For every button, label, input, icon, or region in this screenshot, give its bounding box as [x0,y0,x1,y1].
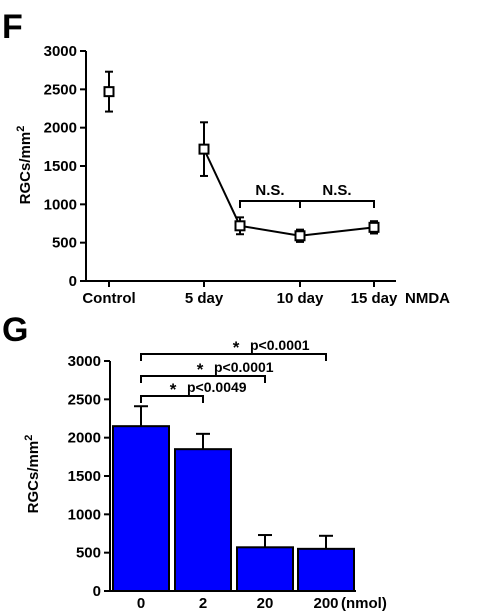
data-point-f [103,86,115,98]
x-axis-suffix-g: (nmol) [341,595,387,612]
x-tick-label-g: 20 [257,595,274,612]
y-tick-label-f: 0 [69,273,77,290]
comparison-label-g: p<0.0049 [187,379,247,395]
comparison-star-g: * [197,360,204,379]
x-tick-label-f: Control [82,290,135,307]
panel-f: F RGCs/mm2 0 500 1000 1500 2000 2500 3000 Cont… [2,8,450,307]
y-tick-label-g: 0 [93,583,101,600]
significance-bracket-f [239,200,301,208]
x-tick-label-f: 15 day [351,290,398,307]
panel-letter-g: G [2,311,28,349]
x-tick-label-f: 5 day [185,290,224,307]
data-line-f [203,148,375,237]
bar-g [174,448,232,592]
y-tick-label-f: 3000 [44,43,77,60]
y-tick-label-g: 2000 [68,430,101,447]
y-tick-label-f: 2500 [44,81,77,98]
comparison-label-g: p<0.0001 [250,337,310,353]
y-tick-label-f: 2000 [44,120,77,137]
comparison-star-g: * [170,380,177,399]
panel-g: G RGCs/mm2 0 500 1000 1500 2000 2500 3000 0 2 20… [2,311,387,612]
significance-label-f: N.S. [255,182,284,199]
significance-label-f: N.S. [322,182,351,199]
comparison-label-g: p<0.0001 [214,359,274,375]
y-tick-label-g: 2500 [68,391,101,408]
x-tick-label-g: 0 [137,595,145,612]
data-point-f [294,230,306,242]
bar-g [112,425,170,592]
data-point-f [368,221,380,233]
bar-g [297,547,355,592]
panel-letter-f: F [2,8,23,46]
y-tick-label-g: 500 [76,545,101,562]
data-point-f [234,220,246,232]
y-tick-label-f: 1500 [44,158,77,175]
y-tick-label-f: 500 [52,235,77,252]
y-tick-label-g: 1000 [68,506,101,523]
x-tick-label-g: 2 [199,595,207,612]
comparison-bracket-g [140,395,204,403]
bar-g [236,546,294,592]
y-axis-title-g: RGCs/mm2 [23,435,42,514]
comparison-bracket-g [140,353,327,361]
x-tick-label-f: 10 day [277,290,324,307]
x-axis-suffix-f: NMDA [405,290,450,307]
comparison-star-g: * [233,338,240,357]
y-tick-label-g: 3000 [68,353,101,370]
data-point-f [198,143,210,155]
x-tick-label-g: 200 [313,595,338,612]
y-axis-title-f: RGCs/mm2 [15,126,34,205]
comparison-bracket-g [140,375,266,383]
y-tick-label-g: 1500 [68,468,101,485]
y-tick-label-f: 1000 [44,196,77,213]
significance-bracket-f [299,200,375,208]
